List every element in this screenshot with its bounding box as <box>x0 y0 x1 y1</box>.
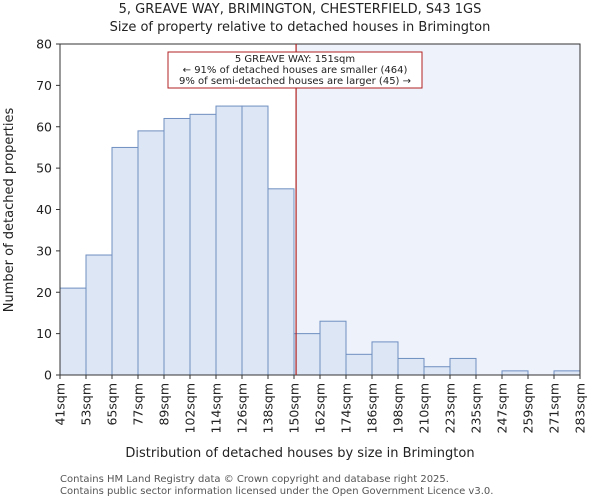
x-tick-label: 247sqm <box>495 383 510 433</box>
x-tick-label: 198sqm <box>391 383 406 433</box>
footer-line-2: Contains public sector information licen… <box>60 486 493 497</box>
x-tick-label: 138sqm <box>261 383 276 433</box>
bar-126sqm <box>241 105 269 376</box>
y-tick-label: 50 <box>36 161 52 176</box>
bar-186sqm <box>371 341 399 376</box>
bar-53sqm <box>85 254 113 376</box>
x-tick-label: 150sqm <box>287 383 302 433</box>
x-tick-label: 41sqm <box>53 383 68 426</box>
bar-89sqm <box>163 117 191 376</box>
bar-77sqm <box>137 130 165 376</box>
bar-223sqm <box>449 357 477 376</box>
x-tick-label: 162sqm <box>313 383 328 433</box>
x-tick-label: 174sqm <box>339 383 354 433</box>
bar-210sqm <box>423 366 451 376</box>
x-tick-label: 235sqm <box>469 383 484 433</box>
x-tick-label: 223sqm <box>443 383 458 433</box>
y-tick-label: 30 <box>36 243 52 258</box>
x-tick-label: 114sqm <box>209 383 224 433</box>
y-tick-label: 20 <box>36 285 52 300</box>
bars <box>59 105 581 376</box>
x-tick-label: 89sqm <box>157 383 172 426</box>
bar-247sqm <box>501 370 529 376</box>
x-tick-label: 283sqm <box>573 383 588 433</box>
bar-174sqm <box>345 353 373 376</box>
y-axis-label: Number of detached properties <box>2 108 17 313</box>
annotation-line-1: 5 GREAVE WAY: 151sqm <box>235 54 355 65</box>
bar-138sqm <box>267 188 295 376</box>
y-tick-label: 70 <box>36 78 52 93</box>
x-tick-label: 271sqm <box>547 383 562 433</box>
y-axis: 0 10 20 30 40 50 60 70 80 <box>36 37 60 383</box>
x-tick-label: 77sqm <box>131 383 146 426</box>
annotation-line-3: 9% of semi-detached houses are larger (4… <box>179 76 411 87</box>
x-tick-label: 53sqm <box>79 383 94 426</box>
annotation-line-2: ← 91% of detached houses are smaller (46… <box>183 65 408 76</box>
y-tick-label: 60 <box>36 119 52 134</box>
bar-150sqm <box>293 333 321 376</box>
x-axis-label: Distribution of detached houses by size … <box>125 446 474 461</box>
chart-subtitle: Size of property relative to detached ho… <box>110 20 491 35</box>
bar-41sqm <box>59 287 87 376</box>
x-axis: 41sqm 53sqm 65sqm 77sqm 89sqm 102sqm 114sqm 126… <box>53 375 588 433</box>
bar-198sqm <box>397 357 425 376</box>
y-tick-label: 80 <box>36 37 52 52</box>
x-tick-label: 102sqm <box>183 383 198 433</box>
chart-title: 5, GREAVE WAY, BRIMINGTON, CHESTERFIELD,… <box>119 2 482 17</box>
bar-102sqm <box>189 113 217 376</box>
bar-162sqm <box>319 320 347 376</box>
x-tick-label: 126sqm <box>235 383 250 433</box>
x-tick-label: 65sqm <box>105 383 120 426</box>
bar-65sqm <box>111 146 139 376</box>
x-tick-label: 259sqm <box>521 383 536 433</box>
larger-region-highlight <box>296 44 580 375</box>
bar-114sqm <box>215 105 243 376</box>
x-tick-label: 210sqm <box>417 383 432 433</box>
x-tick-label: 186sqm <box>365 383 380 433</box>
annotation-box: 5 GREAVE WAY: 151sqm ← 91% of detached h… <box>167 51 423 89</box>
y-tick-label: 40 <box>36 202 52 217</box>
annotation-frame <box>167 51 423 89</box>
footer-line-1: Contains HM Land Registry data © Crown c… <box>60 474 449 485</box>
y-tick-label: 0 <box>44 368 52 383</box>
bar-271sqm <box>553 370 581 376</box>
y-tick-label: 10 <box>36 326 52 341</box>
